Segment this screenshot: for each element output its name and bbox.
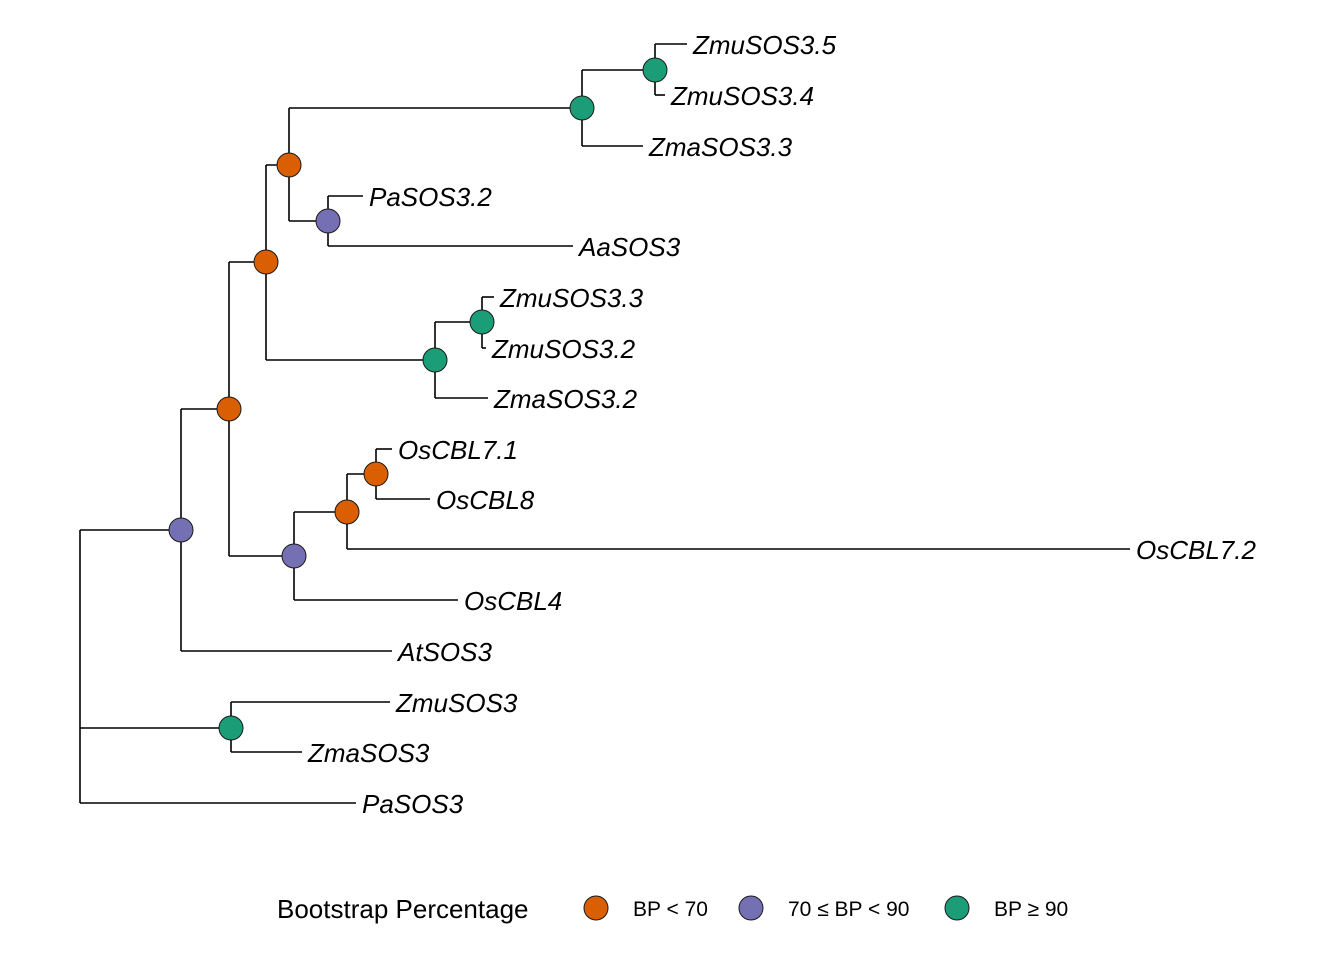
support-node (253, 249, 279, 275)
support-node (469, 309, 495, 335)
tip-label: ZmaSOS3.2 (493, 384, 638, 414)
legend-swatch (738, 895, 764, 921)
support-node (168, 517, 194, 543)
tip-label: ZmuSOS3.4 (670, 81, 814, 111)
support-node (569, 95, 595, 121)
legend-label: 70 ≤ BP < 90 (788, 898, 909, 921)
support-node (315, 208, 341, 234)
tip-label: ZmuSOS3.2 (491, 334, 636, 364)
tip-label: PaSOS3.2 (369, 182, 492, 212)
legend-label: BP ≥ 90 (994, 898, 1068, 921)
legend-swatch (944, 895, 970, 921)
support-node (281, 543, 307, 569)
support-node (218, 715, 244, 741)
legend: Bootstrap Percentage BP < 70 70 ≤ BP < 9… (277, 894, 1068, 924)
tip-label: AtSOS3 (396, 637, 492, 667)
support-node (642, 57, 668, 83)
legend-swatch (583, 895, 609, 921)
tip-label: ZmaSOS3.3 (648, 132, 793, 162)
tip-label: ZmuSOS3.3 (499, 283, 644, 313)
tip-label: OsCBL7.2 (1136, 535, 1256, 565)
tip-label: OsCBL7.1 (398, 435, 518, 465)
tree-branches (79, 43, 1130, 804)
tip-label: ZmuSOS3.5 (692, 30, 837, 60)
support-node (334, 499, 360, 525)
tip-label: AaSOS3 (577, 232, 681, 262)
tip-label: OsCBL8 (436, 485, 535, 515)
support-node (216, 396, 242, 422)
tip-label: PaSOS3 (362, 789, 464, 819)
legend-title: Bootstrap Percentage (277, 894, 529, 924)
support-node (422, 347, 448, 373)
tip-label: ZmuSOS3 (395, 688, 518, 718)
tip-label: OsCBL4 (464, 586, 562, 616)
tip-labels: ZmuSOS3.5 ZmuSOS3.4 ZmaSOS3.3 PaSOS3.2 A… (307, 30, 1256, 819)
support-node (276, 152, 302, 178)
support-nodes (168, 57, 668, 741)
support-node (363, 461, 389, 487)
legend-label: BP < 70 (633, 898, 708, 921)
tip-label: ZmaSOS3 (307, 738, 430, 768)
